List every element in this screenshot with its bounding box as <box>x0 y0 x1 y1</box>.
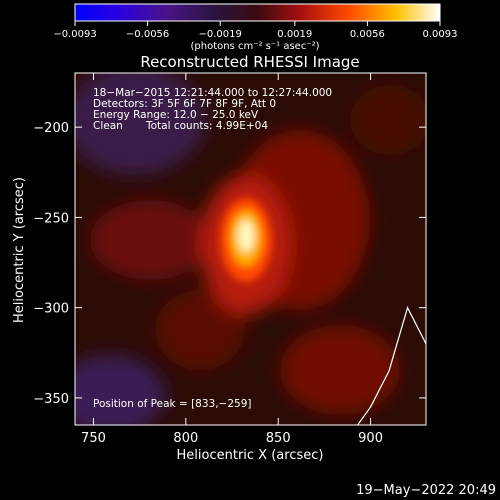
info-line-2: Energy Range: 12.0 − 25.0 keV <box>93 109 259 121</box>
y-tick-label: −300 <box>33 302 69 317</box>
colorbar-tick-label: 0.0093 <box>423 29 458 40</box>
colorbar-ticks: −0.0093 −0.0056 −0.0019 0.0019 0.0056 0.0093 <box>53 21 458 40</box>
y-axis-label: Heliocentric Y (arcsec) <box>12 177 27 323</box>
plot-frame <box>74 72 427 426</box>
x-tick-label: 900 <box>358 431 383 446</box>
y-tick-label: −250 <box>33 211 69 226</box>
image-area <box>75 73 426 425</box>
x-tick-label: 800 <box>173 431 198 446</box>
chart-title: Reconstructed RHESSI Image <box>140 53 359 71</box>
x-axis-label: Heliocentric X (arcsec) <box>177 448 324 463</box>
y-tick-label: −350 <box>33 392 69 407</box>
colorbar-tick-label: −0.0019 <box>199 29 242 40</box>
info-total-counts: Total counts: 4.99E+04 <box>145 120 268 132</box>
info-line-1: Detectors: 3F 5F 6F 7F 8F 9F, Att 0 <box>93 98 276 110</box>
solar-limb <box>357 306 426 425</box>
colorbar-tick-label: −0.0056 <box>126 29 169 40</box>
x-tick-label: 850 <box>266 431 291 446</box>
y-axis-ticks: −200 −250 −300 −350 <box>33 121 426 407</box>
x-axis-ticks: 750 800 850 900 <box>81 73 383 446</box>
colorbar <box>74 3 441 22</box>
colorbar-tick-label: 0.0056 <box>350 29 385 40</box>
y-tick-label: −200 <box>33 121 69 136</box>
info-line-0: 18−Mar−2015 12:21:44.000 to 12:27:44.000 <box>93 87 332 99</box>
peak-position-label: Position of Peak = [833,−259] <box>93 398 252 410</box>
x-tick-label: 750 <box>81 431 106 446</box>
info-method: Clean <box>93 120 123 132</box>
colorbar-tick-label: 0.0019 <box>277 29 312 40</box>
colorbar-tick-label: −0.0093 <box>53 29 96 40</box>
footer-timestamp: 19−May−2022 20:49 <box>356 483 496 498</box>
colorbar-label: (photons cm⁻² s⁻¹ asec⁻²) <box>190 41 319 52</box>
